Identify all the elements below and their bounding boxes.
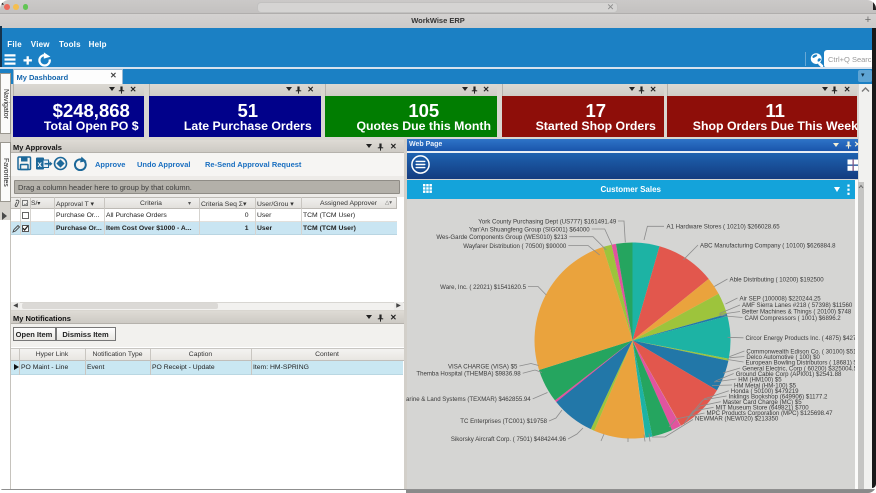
svg-text:York County Purchasing Dept (U: York County Purchasing Dept (US777) $161… bbox=[478, 218, 617, 225]
svg-text:Marine & Land Systems (TEXMAR): Marine & Land Systems (TEXMAR) $462855.9… bbox=[406, 396, 531, 403]
svg-text:Ground Cable Corp (API001) $25: Ground Cable Corp (API001) $2541.88 bbox=[736, 371, 842, 378]
svg-text:Delco Automotive ( 100) $0: Delco Automotive ( 100) $0 bbox=[746, 354, 820, 361]
svg-text:Better Machines & Things ( 201: Better Machines & Things ( 20100) $748 bbox=[742, 309, 852, 316]
svg-text:A1 Hardware Stores ( 10210) $2: A1 Hardware Stores ( 10210) $266028.65 bbox=[667, 224, 781, 231]
svg-text:VISA CHARGE (VISA) $5: VISA CHARGE (VISA) $5 bbox=[448, 363, 518, 370]
svg-text:Commonwealth Edison Co. ( 3010: Commonwealth Edison Co. ( 30100) $51 bbox=[746, 348, 857, 355]
svg-text:Master Card Charge (MC) $5: Master Card Charge (MC) $5 bbox=[723, 399, 803, 406]
svg-text:General Electric, Corp ( 60200: General Electric, Corp ( 60200) $325004.… bbox=[742, 365, 857, 372]
svg-text:Themba Hospital (THEMBA) $9836: Themba Hospital (THEMBA) $9836.98 bbox=[416, 371, 521, 378]
svg-text:Wayfarer Distribution ( 70500): Wayfarer Distribution ( 70500) $90000 bbox=[463, 243, 567, 250]
svg-text:MPC Products Corporation (MPC): MPC Products Corporation (MPC) $125698.4… bbox=[707, 410, 834, 417]
svg-text:HM Metal (HM-100) $5: HM Metal (HM-100) $5 bbox=[734, 382, 797, 389]
svg-text:ABC Manufacturing Company ( 10: ABC Manufacturing Company ( 10100) $6268… bbox=[700, 242, 836, 249]
svg-text:AMF Sierra Lanes #218 ( 57398): AMF Sierra Lanes #218 ( 57398) $11560 bbox=[742, 302, 853, 309]
svg-text:CAM Compressors ( 1001) $6896.: CAM Compressors ( 1001) $6896.2 bbox=[745, 315, 842, 322]
svg-text:Circor Energy Products Inc. (: Circor Energy Products Inc. ( 4875) $427 bbox=[746, 335, 857, 342]
svg-text:European Bowling Distributors: European Bowling Distributors ( 18681) $ bbox=[746, 359, 858, 366]
svg-text:NEWMAR (NEW020) $213350: NEWMAR (NEW020) $213350 bbox=[695, 416, 779, 423]
svg-text:Inklings Bookshop (649906) $11: Inklings Bookshop (649906) $1177.2 bbox=[729, 393, 828, 400]
svg-text:TC Enterprises (TC001) $19758: TC Enterprises (TC001) $19758 bbox=[460, 418, 547, 425]
svg-text:HM (HM100) $5: HM (HM100) $5 bbox=[738, 376, 782, 383]
svg-text:Wes-Garde Components Group (WE: Wes-Garde Components Group (WES010) $213 bbox=[436, 234, 568, 241]
svg-text:Sikorsky Aircraft Corp. ( 7501: Sikorsky Aircraft Corp. ( 7501) $484244.… bbox=[451, 436, 567, 443]
svg-text:Yan'An Shuangfeng Group (SIG00: Yan'An Shuangfeng Group (SIG001) $64000 bbox=[469, 226, 590, 233]
svg-text:Honda ( 50100) $479219: Honda ( 50100) $479219 bbox=[731, 388, 799, 395]
svg-text:Able Distributing ( 10200) $19: Able Distributing ( 10200) $192500 bbox=[730, 276, 825, 283]
svg-text:x: x bbox=[38, 160, 43, 169]
svg-text:Ware, Inc. ( 22021) $1541620.5: Ware, Inc. ( 22021) $1541620.5 bbox=[440, 284, 526, 291]
svg-text:Air SEP (100008) $220244.25: Air SEP (100008) $220244.25 bbox=[740, 295, 822, 302]
svg-text:MIT Museum Store (649821) $700: MIT Museum Store (649821) $700 bbox=[716, 405, 810, 412]
